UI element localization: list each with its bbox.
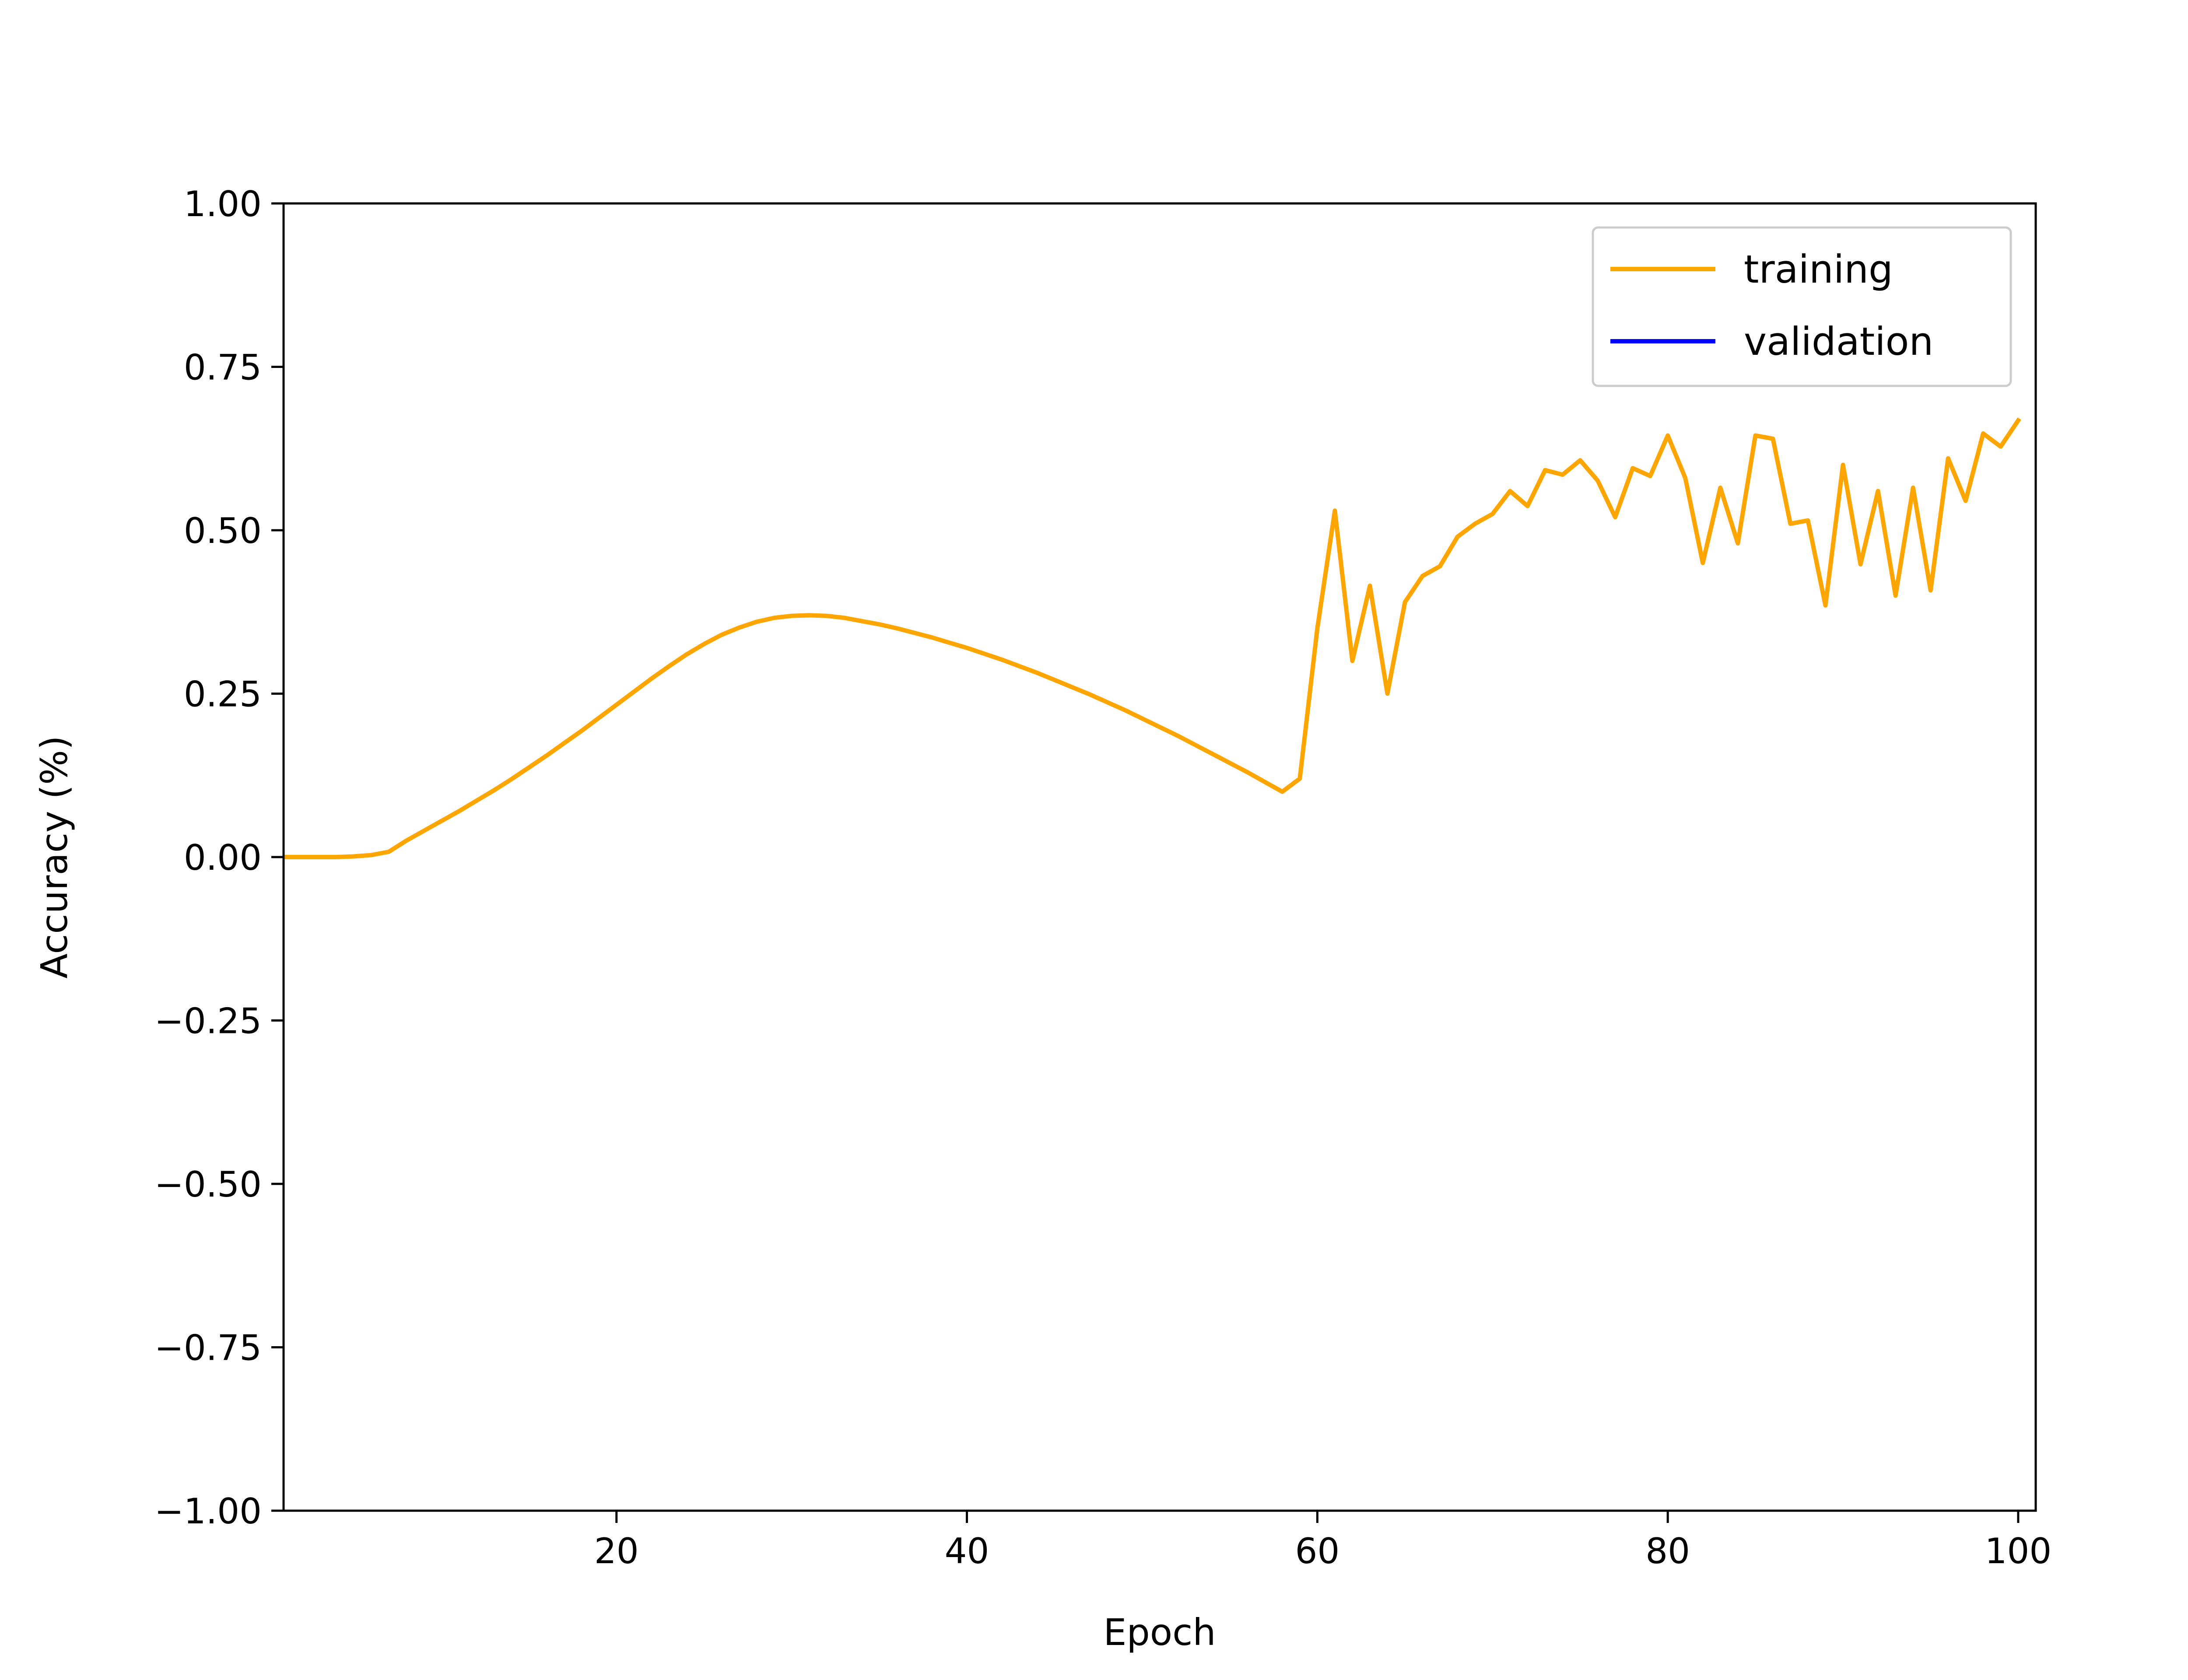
y-tick-label: −1.00 — [154, 1491, 262, 1532]
y-tick-label: 0.50 — [184, 511, 262, 551]
y-tick-label: −0.50 — [154, 1164, 262, 1205]
x-tick-label: 60 — [1295, 1531, 1339, 1572]
legend: training validation — [1592, 226, 2012, 387]
y-tick-label: 1.00 — [184, 184, 262, 224]
legend-label-training: training — [1744, 247, 1893, 292]
axes: 20 40 60 80 100 −1.00 −0.75 −0.50 −0.25 0.00 0.25 0… — [154, 184, 2051, 1572]
x-tick-label: 40 — [945, 1531, 989, 1572]
y-tick-label: 0.75 — [184, 347, 262, 388]
plot-area — [284, 417, 2021, 859]
y-tick-label: 0.00 — [184, 837, 262, 878]
x-tick-label: 80 — [1645, 1531, 1690, 1572]
series-line-training — [284, 417, 2021, 859]
y-tick-label: −0.25 — [154, 1001, 262, 1042]
x-tick-label: 100 — [1985, 1531, 2052, 1572]
y-axis-label: Accuracy (%) — [33, 735, 76, 979]
x-axis-label: Epoch — [1103, 1611, 1216, 1654]
y-tick-label: −0.75 — [154, 1328, 262, 1368]
legend-label-validation: validation — [1744, 319, 1933, 364]
x-tick-label: 20 — [594, 1531, 639, 1572]
y-tick-label: 0.25 — [184, 674, 262, 715]
